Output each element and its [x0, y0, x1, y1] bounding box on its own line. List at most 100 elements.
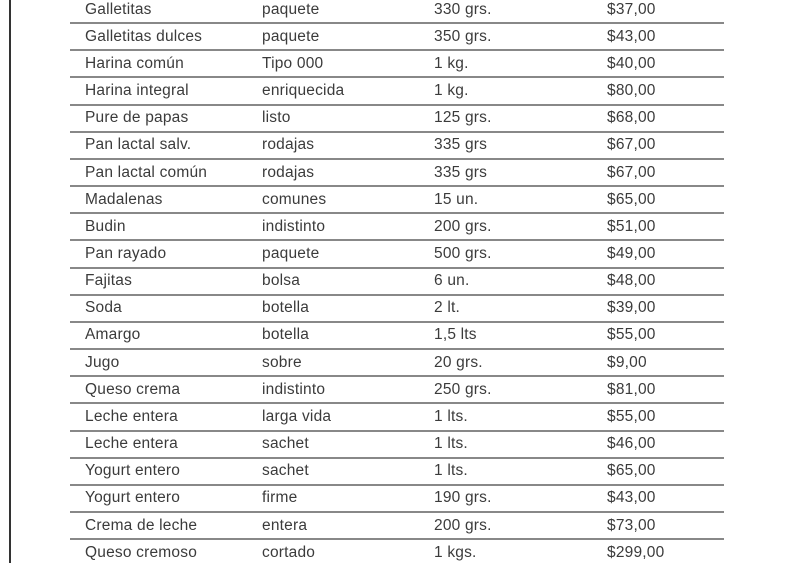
product-cell: Harina integral — [85, 82, 189, 100]
product-cell: Harina común — [85, 54, 184, 72]
presentation-cell: indistinto — [262, 380, 326, 398]
price-cell: $37,00 — [607, 0, 656, 18]
price-table: Galletitas paquete 330 grs. $37,00 Galletita… — [70, 0, 724, 563]
presentation-cell: sobre — [262, 353, 302, 371]
quantity-cell: 500 grs. — [434, 244, 492, 262]
table-row: Harina integral enriquecida 1 kg. $80,00 — [70, 78, 724, 106]
quantity-cell: 1 kgs. — [434, 543, 477, 561]
product-cell: Queso cremoso — [85, 543, 198, 561]
price-cell: $81,00 — [607, 380, 656, 398]
presentation-cell: entera — [262, 516, 308, 534]
presentation-cell: paquete — [262, 27, 320, 45]
price-cell: $43,00 — [607, 27, 656, 45]
price-cell: $67,00 — [607, 136, 656, 154]
price-cell: $43,00 — [607, 489, 656, 507]
price-cell: $68,00 — [607, 109, 656, 127]
quantity-cell: 1 kg. — [434, 82, 469, 100]
price-cell: $67,00 — [607, 163, 656, 181]
product-cell: Leche entera — [85, 407, 178, 425]
presentation-cell: sachet — [262, 462, 309, 480]
quantity-cell: 335 grs — [434, 163, 488, 181]
product-cell: Crema de leche — [85, 516, 198, 534]
presentation-cell: Tipo 000 — [262, 54, 324, 72]
price-cell: $55,00 — [607, 326, 656, 344]
quantity-cell: 125 grs. — [434, 109, 492, 127]
product-cell: Soda — [85, 299, 122, 317]
presentation-cell: larga vida — [262, 407, 332, 425]
price-cell: $51,00 — [607, 217, 656, 235]
quantity-cell: 200 grs. — [434, 217, 492, 235]
quantity-cell: 1 kg. — [434, 54, 469, 72]
price-cell: $80,00 — [607, 82, 656, 100]
table-row: Pan lactal salv. rodajas 335 grs $67,00 — [70, 133, 724, 160]
price-cell: $49,00 — [607, 244, 656, 262]
table-row: Amargo botella 1,5 lts $55,00 — [70, 323, 724, 351]
product-cell: Amargo — [85, 326, 141, 344]
product-cell: Galletitas — [85, 0, 152, 18]
table-row: Fajitas bolsa 6 un. $48,00 — [70, 269, 724, 296]
product-cell: Yogurt entero — [85, 462, 181, 480]
product-cell: Leche entera — [85, 435, 178, 453]
price-cell: $55,00 — [607, 407, 656, 425]
price-cell: $46,00 — [607, 435, 656, 453]
product-cell: Galletitas dulces — [85, 27, 203, 45]
table-row: Yogurt entero sachet 1 lts. $65,00 — [70, 459, 724, 486]
presentation-cell: indistinto — [262, 217, 326, 235]
table-row: Crema de leche entera 200 grs. $73,00 — [70, 513, 724, 541]
price-cell: $73,00 — [607, 516, 656, 534]
presentation-cell: rodajas — [262, 163, 315, 181]
presentation-cell: cortado — [262, 543, 316, 561]
quantity-cell: 20 grs. — [434, 353, 483, 371]
price-cell: $48,00 — [607, 272, 656, 290]
product-cell: Pan lactal común — [85, 163, 208, 181]
quantity-cell: 330 grs. — [434, 0, 492, 18]
presentation-cell: paquete — [262, 244, 320, 262]
quantity-cell: 1 lts. — [434, 462, 468, 480]
price-cell: $40,00 — [607, 54, 656, 72]
product-cell: Pure de papas — [85, 109, 189, 127]
quantity-cell: 200 grs. — [434, 516, 492, 534]
product-cell: Queso crema — [85, 380, 181, 398]
presentation-cell: comunes — [262, 190, 327, 208]
table-row: Pure de papas listo 125 grs. $68,00 — [70, 106, 724, 133]
table-row: Pan lactal común rodajas 335 grs $67,00 — [70, 160, 724, 188]
presentation-cell: paquete — [262, 0, 320, 18]
price-cell: $299,00 — [607, 543, 665, 561]
presentation-cell: rodajas — [262, 136, 315, 154]
quantity-cell: 2 lt. — [434, 299, 460, 317]
table-row: Galletitas paquete 330 grs. $37,00 — [70, 0, 724, 25]
price-cell: $65,00 — [607, 190, 656, 208]
presentation-cell: enriquecida — [262, 82, 345, 100]
quantity-cell: 6 un. — [434, 272, 470, 290]
page-left-border — [9, 0, 11, 563]
quantity-cell: 190 grs. — [434, 489, 492, 507]
product-cell: Jugo — [85, 353, 120, 371]
table-row: Galletitas dulces paquete 350 grs. $43,00 — [70, 24, 724, 52]
product-cell: Madalenas — [85, 190, 163, 208]
table-row: Jugo sobre 20 grs. $9,00 — [70, 350, 724, 378]
table-row: Leche entera sachet 1 lts. $46,00 — [70, 432, 724, 459]
table-row: Yogurt entero firme 190 grs. $43,00 — [70, 486, 724, 513]
product-cell: Yogurt entero — [85, 489, 181, 507]
table-row: Queso crema indistinto 250 grs. $81,00 — [70, 377, 724, 405]
quantity-cell: 1,5 lts — [434, 326, 477, 344]
quantity-cell: 1 lts. — [434, 407, 468, 425]
product-cell: Pan lactal salv. — [85, 136, 192, 154]
product-cell: Pan rayado — [85, 244, 167, 262]
quantity-cell: 350 grs. — [434, 27, 492, 45]
presentation-cell: botella — [262, 326, 310, 344]
table-row: Madalenas comunes 15 un. $65,00 — [70, 187, 724, 215]
presentation-cell: listo — [262, 109, 291, 127]
product-cell: Budin — [85, 217, 126, 235]
product-cell: Fajitas — [85, 272, 133, 290]
quantity-cell: 335 grs — [434, 136, 488, 154]
presentation-cell: firme — [262, 489, 298, 507]
table-row: Soda botella 2 lt. $39,00 — [70, 296, 724, 323]
table-row: Pan rayado paquete 500 grs. $49,00 — [70, 241, 724, 269]
presentation-cell: sachet — [262, 435, 309, 453]
price-cell: $65,00 — [607, 462, 656, 480]
price-cell: $39,00 — [607, 299, 656, 317]
table-row: Leche entera larga vida 1 lts. $55,00 — [70, 404, 724, 432]
table-row: Queso cremoso cortado 1 kgs. $299,00 — [70, 540, 724, 563]
